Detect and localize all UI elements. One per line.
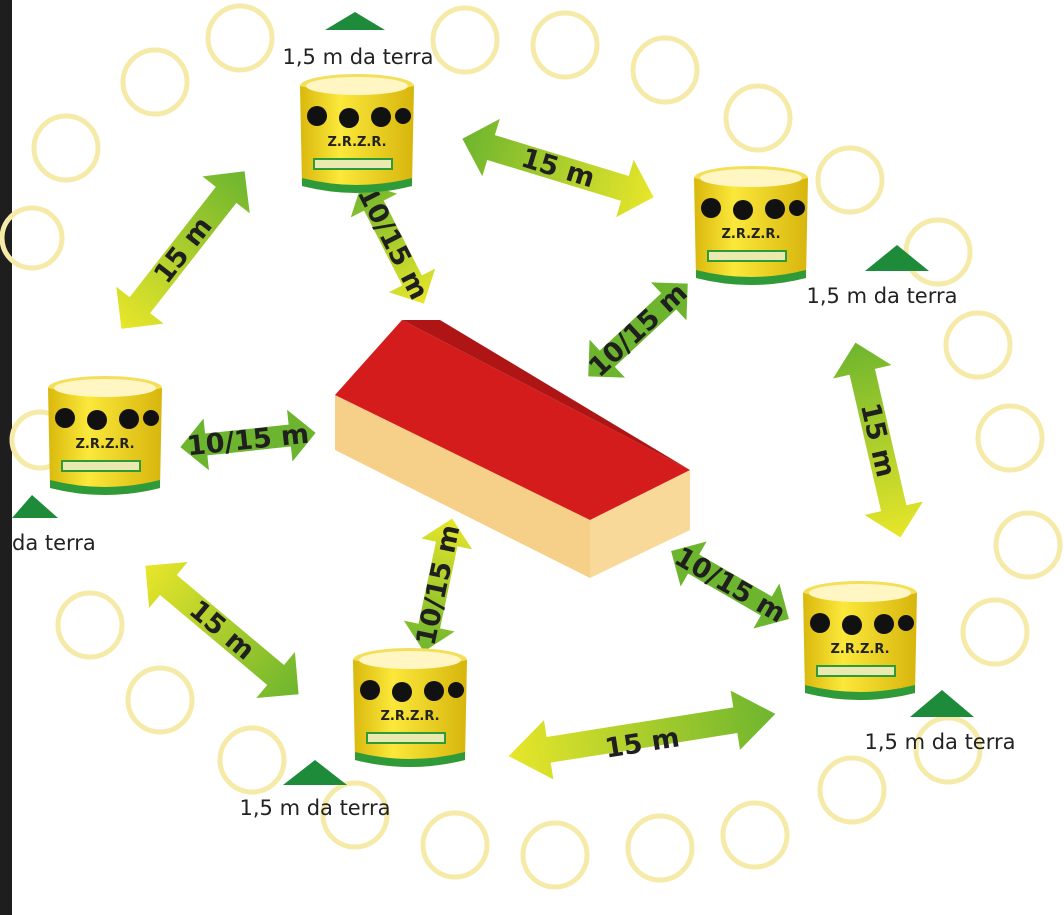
marker-bottom-right: 1,5 m da terra: [865, 690, 1016, 754]
trap-top: Z.R.Z.R.: [300, 74, 414, 193]
marker-top: 1,5 m da terra: [283, 12, 434, 69]
trap-bottom-brand: Z.R.Z.R.: [380, 709, 439, 724]
trap-bottom-right-height-label: 1,5 m da terra: [865, 730, 1016, 754]
marker-left: da terra: [12, 495, 96, 555]
marker-right: 1,5 m da terra: [807, 245, 958, 308]
trap-top-brand: Z.R.Z.R.: [327, 135, 386, 150]
marker-bottom: 1,5 m da terra: [240, 760, 391, 820]
trap-left-height-label: da terra: [12, 531, 96, 555]
triangle-marker-icon: [325, 12, 385, 30]
trap-left-brand: Z.R.Z.R.: [75, 437, 134, 452]
trap-top-height-label: 1,5 m da terra: [283, 45, 434, 69]
triangle-marker-icon: [910, 690, 974, 717]
trap-bottom-height-label: 1,5 m da terra: [240, 796, 391, 820]
triangle-marker-icon: [865, 245, 929, 271]
trap-bottom-right: Z.R.Z.R.: [803, 581, 917, 700]
triangle-marker-icon: [283, 760, 347, 785]
trap-right-height-label: 1,5 m da terra: [807, 284, 958, 308]
trap-right: Z.R.Z.R.: [694, 166, 808, 285]
trap-right-brand: Z.R.Z.R.: [721, 227, 780, 242]
trap-bottom-right-brand: Z.R.Z.R.: [830, 642, 889, 657]
trap-bottom: Z.R.Z.R.: [353, 648, 467, 767]
triangle-marker-icon: [12, 495, 58, 518]
house-icon: [335, 320, 690, 578]
decorative-rings: [0, 3, 1063, 890]
trap-left: Z.R.Z.R.: [48, 376, 162, 495]
